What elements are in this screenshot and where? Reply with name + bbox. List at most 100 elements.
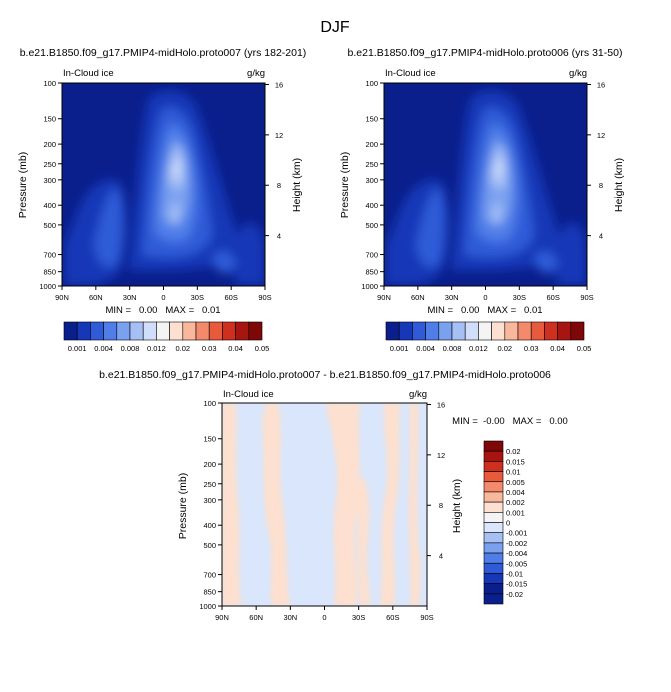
colorbar-label: 0.004 — [94, 344, 113, 353]
y-tick-label: 250 — [43, 160, 56, 169]
colorbar-label: 0.03 — [202, 344, 217, 353]
y-tick-label: 400 — [43, 201, 56, 210]
panel-left-colorbar: 0.001 0.004 0.008 0.012 0.02 0.03 0.04 0.05 — [63, 321, 270, 353]
panel-diff-stats: MIN = -0.00 MAX = 0.00 — [452, 416, 568, 427]
panel-left: b.e21.B1850.f09_g17.PMIP4-midHolo.proto0… — [17, 47, 306, 353]
colorbar-swatch — [222, 321, 236, 341]
y-tick-label: 300 — [365, 176, 378, 185]
colorbar-label: 0.004 — [506, 488, 525, 497]
colorbar-label: 0.001 — [506, 508, 525, 517]
colorbar-label: 0.015 — [506, 457, 525, 466]
y2-tick-label: 4 — [599, 232, 603, 241]
colorbar-swatch — [483, 450, 504, 462]
colorbar-swatch — [483, 522, 504, 533]
x-tick-label: 0 — [322, 613, 326, 622]
colorbar-swatch — [182, 321, 197, 341]
colorbar-label: 0.012 — [147, 344, 166, 353]
x-tick-label: 30N — [445, 293, 459, 302]
y-tick-label: 300 — [203, 496, 216, 505]
colorbar-swatch — [235, 321, 250, 341]
colorbar-swatch — [570, 321, 585, 341]
colorbar-swatch — [385, 321, 400, 341]
colorbar-label: -0.004 — [506, 549, 527, 558]
colorbar-label: 0.001 — [68, 344, 87, 353]
x-tick-label: 90S — [258, 293, 271, 302]
colorbar-label: 0.012 — [469, 344, 488, 353]
y2-tick-label: 12 — [437, 451, 445, 460]
colorbar-label: 0.008 — [121, 344, 140, 353]
y-tick-label: 400 — [203, 521, 216, 530]
panel-diff-field — [222, 403, 427, 606]
y-tick-label: 150 — [365, 115, 378, 124]
panel-left-title: b.e21.B1850.f09_g17.PMIP4-midHolo.proto0… — [20, 47, 307, 59]
panel-right-y2label: Height (km) — [613, 158, 625, 212]
x-tick-label: 60S — [546, 293, 559, 302]
colorbar-swatch — [398, 321, 413, 341]
y-tick-label: 250 — [203, 480, 216, 489]
y-tick-label: 100 — [365, 79, 378, 88]
colorbar-swatch — [483, 573, 504, 584]
y-tick-label: 1000 — [361, 282, 378, 291]
panel-diff-ylabel: Pressure (mb) — [177, 473, 189, 540]
colorbar-swatch — [208, 321, 223, 341]
panel-diff-y2label: Height (km) — [451, 479, 463, 533]
colorbar-swatch — [483, 583, 504, 595]
colorbar-swatch — [90, 321, 104, 341]
panel-right-field — [384, 83, 587, 286]
y-tick-label: 400 — [365, 201, 378, 210]
y-tick-label: 1000 — [199, 602, 216, 611]
y2-tick-label: 4 — [277, 232, 281, 241]
colorbar-swatch — [142, 321, 157, 341]
panel-left-field — [62, 83, 265, 286]
x-tick-label: 60N — [411, 293, 425, 302]
y2-tick-label: 16 — [437, 400, 445, 409]
y-tick-label: 1000 — [39, 282, 56, 291]
y-tick-label: 150 — [203, 435, 216, 444]
colorbar-swatch — [483, 562, 504, 574]
colorbar-swatch — [103, 321, 118, 341]
panel-right: b.e21.B1850.f09_g17.PMIP4-midHolo.proto0… — [339, 47, 625, 353]
colorbar-label: -0.002 — [506, 539, 527, 548]
y-tick-label: 500 — [203, 541, 216, 550]
colorbar-label: 0.02 — [506, 447, 521, 456]
colorbar-label: 0.008 — [443, 344, 462, 353]
colorbar-swatch — [530, 321, 545, 341]
y2-tick-label: 8 — [277, 181, 281, 190]
x-tick-label: 30N — [123, 293, 137, 302]
colorbar-swatch — [478, 321, 492, 341]
colorbar-swatch — [483, 471, 504, 483]
colorbar-swatch — [438, 321, 453, 341]
colorbar-swatch — [483, 501, 504, 513]
y-tick-label: 250 — [365, 160, 378, 169]
colorbar-label: -0.02 — [506, 590, 523, 599]
x-tick-label: 90N — [215, 613, 229, 622]
x-tick-label: 30S — [352, 613, 365, 622]
x-tick-label: 60N — [89, 293, 103, 302]
colorbar-swatch — [483, 542, 504, 554]
colorbar-label: 0.05 — [255, 344, 270, 353]
panel-left-field-label: In-Cloud ice — [63, 68, 114, 79]
y-tick-label: 850 — [365, 268, 378, 277]
colorbar-swatch — [483, 552, 504, 564]
y-tick-label: 200 — [365, 140, 378, 149]
x-tick-label: 30N — [283, 613, 297, 622]
colorbar-swatch — [451, 321, 466, 341]
colorbar-label: 0.02 — [175, 344, 190, 353]
panel-left-y2label: Height (km) — [291, 158, 303, 212]
x-tick-label: 60S — [386, 613, 399, 622]
colorbar-swatch — [544, 321, 558, 341]
colorbar-swatch — [63, 321, 78, 341]
panel-right-field-label: In-Cloud ice — [385, 68, 436, 79]
colorbar-swatch — [483, 461, 504, 472]
colorbar-label: 0.001 — [390, 344, 409, 353]
colorbar-label: -0.005 — [506, 559, 527, 568]
colorbar-swatch — [169, 321, 184, 341]
y-tick-label: 150 — [43, 115, 56, 124]
x-tick-label: 0 — [161, 293, 165, 302]
y-tick-label: 500 — [43, 221, 56, 230]
y-tick-label: 200 — [203, 460, 216, 469]
colorbar-swatch — [412, 321, 426, 341]
y2-tick-label: 8 — [439, 501, 443, 510]
x-tick-label: 90N — [55, 293, 69, 302]
colorbar-swatch — [129, 321, 144, 341]
